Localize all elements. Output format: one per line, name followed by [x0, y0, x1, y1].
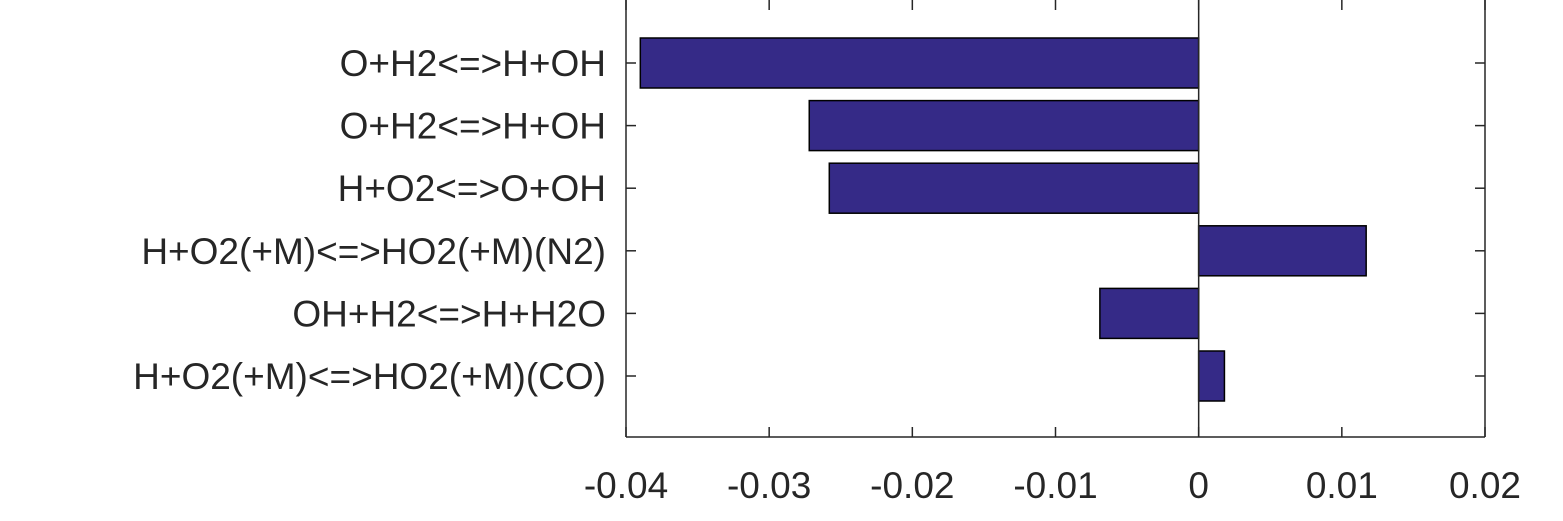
- bar-3: [1197, 225, 1367, 277]
- x-tick-label-6: 0.02: [1449, 465, 1521, 506]
- category-label-1: O+H2<=>H+OH: [340, 106, 606, 147]
- bar-2: [828, 162, 1200, 214]
- x-tick-label-5: 0.01: [1306, 465, 1378, 506]
- y-axis-ticks: O+H2<=>H+OH O+H2<=>H+OH H+O2<=>O+OH H+O2(+M…: [133, 43, 1485, 397]
- category-label-5: H+O2(+M)<=>HO2(+M)(CO): [133, 356, 606, 397]
- x-tick-label-3: -0.01: [1013, 465, 1097, 506]
- x-tick-label-1: -0.03: [727, 465, 811, 506]
- x-tick-label-2: -0.02: [870, 465, 954, 506]
- category-label-2: H+O2<=>O+OH: [338, 168, 606, 209]
- category-label-0: O+H2<=>H+OH: [340, 43, 606, 84]
- x-tick-label-0: -0.04: [584, 465, 668, 506]
- category-label-3: H+O2(+M)<=>HO2(+M)(N2): [141, 231, 606, 272]
- x-axis-ticks: -0.04 -0.03 -0.02 -0.01 0 0.01 0.02: [584, 0, 1521, 506]
- category-label-4: OH+H2<=>H+H2O: [292, 293, 606, 334]
- bars-layer: [639, 37, 1367, 402]
- bar-0: [639, 37, 1200, 89]
- bar-5: [1197, 350, 1226, 402]
- bar-4: [1099, 287, 1200, 340]
- x-tick-label-4: 0: [1188, 465, 1209, 506]
- bar-1: [808, 99, 1200, 152]
